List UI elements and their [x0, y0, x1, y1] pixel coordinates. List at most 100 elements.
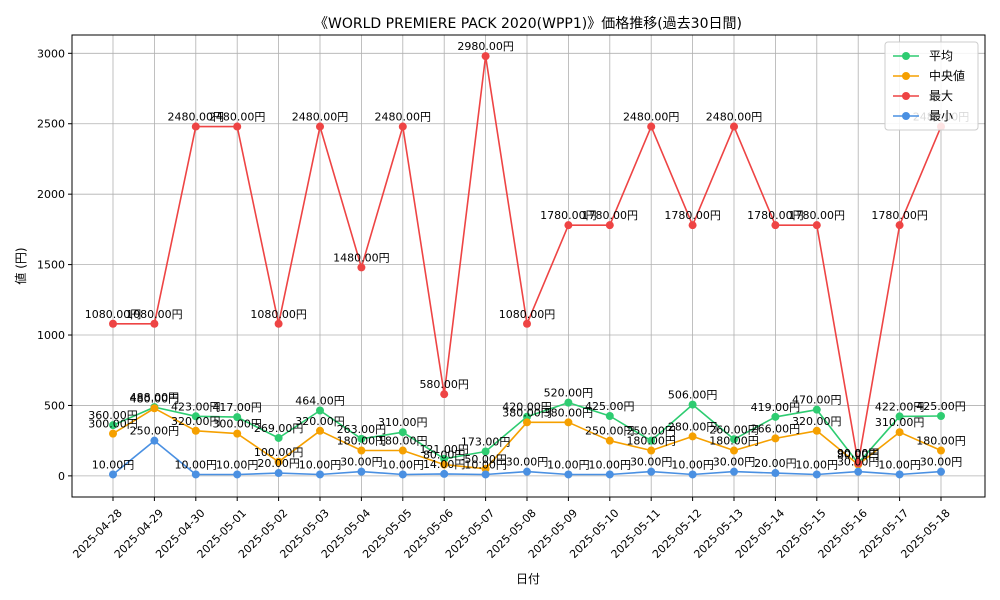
data-label: 300.00円	[212, 418, 262, 431]
data-label: 180.00円	[337, 435, 387, 448]
data-point	[771, 469, 780, 478]
data-point	[895, 412, 904, 421]
data-label: 2480.00円	[292, 111, 349, 124]
data-label: 269.00円	[254, 422, 304, 435]
data-point	[109, 429, 117, 438]
data-point	[316, 122, 324, 131]
series-1	[109, 404, 945, 473]
data-label: 10.00円	[299, 458, 342, 471]
legend-marker	[902, 52, 910, 60]
data-point	[440, 460, 449, 469]
data-point	[605, 221, 614, 230]
data-label: 2480.00円	[623, 111, 680, 124]
data-point	[730, 435, 738, 444]
data-label: 320.00円	[295, 415, 345, 428]
data-label: 250.00円	[585, 425, 635, 438]
legend-item: 平均	[893, 49, 953, 63]
data-point	[109, 421, 117, 430]
data-point	[398, 446, 407, 455]
x-axis-title: 日付	[516, 572, 540, 586]
data-label: 1780.00円	[540, 209, 597, 222]
data-label: 10.00円	[671, 458, 714, 471]
legend-marker	[902, 92, 910, 100]
data-label: 423.00円	[171, 400, 221, 413]
data-point	[316, 426, 324, 435]
data-point	[688, 432, 697, 441]
data-label: 10.00円	[589, 458, 632, 471]
legend-marker	[902, 112, 910, 120]
data-point	[233, 122, 242, 131]
data-label: 90.00円	[837, 447, 880, 460]
legend-box	[884, 41, 979, 131]
data-point	[357, 446, 366, 455]
data-point	[440, 469, 449, 478]
plot-frame	[71, 34, 986, 498]
data-label: 419.00円	[751, 401, 801, 414]
data-point	[150, 319, 159, 328]
series-2	[109, 52, 945, 468]
data-label: 280.00円	[668, 420, 718, 433]
data-label: 470.00円	[792, 394, 842, 407]
data-point	[564, 221, 573, 230]
data-label: 300.00円	[88, 418, 138, 431]
chart-title: 《WORLD PREMIERE PACK 2020(WPP1)》価格推移(過去3…	[314, 16, 742, 32]
y-tick-label: 1000	[37, 329, 65, 342]
data-label: 180.00円	[626, 435, 676, 448]
data-label: 50.00円	[464, 453, 507, 466]
data-point	[937, 446, 945, 455]
data-point	[937, 412, 945, 421]
data-label: 30.00円	[506, 456, 549, 469]
data-label: 173.00円	[461, 436, 511, 449]
data-label: 80.00円	[423, 449, 466, 462]
data-label: 10.00円	[92, 458, 135, 471]
data-point	[854, 467, 863, 476]
data-point	[688, 400, 697, 409]
data-point	[895, 221, 904, 230]
data-label: 580.00円	[419, 378, 469, 391]
data-point	[523, 412, 531, 421]
data-label: 420.00円	[502, 401, 552, 414]
data-label: 2480.00円	[209, 111, 266, 124]
y-axis-title: 値 (円)	[13, 247, 28, 284]
data-label: 417.00円	[212, 401, 262, 414]
data-label: 425.00円	[916, 400, 966, 413]
data-point	[523, 467, 531, 476]
data-point	[398, 470, 407, 479]
y-tick-label: 2000	[37, 188, 65, 201]
legend-label: 最小	[929, 109, 953, 123]
data-point	[812, 426, 821, 435]
data-label: 360.00円	[88, 409, 138, 422]
data-point	[854, 459, 863, 468]
data-point	[730, 467, 738, 476]
data-point	[316, 470, 324, 479]
data-point	[481, 447, 490, 456]
data-point	[357, 263, 366, 272]
data-point	[481, 470, 490, 479]
data-label: 260.00円	[709, 423, 759, 436]
data-label: 1480.00円	[333, 251, 390, 264]
data-label: 1780.00円	[747, 209, 804, 222]
data-point	[233, 429, 242, 438]
data-label: 1780.00円	[582, 209, 639, 222]
data-point	[274, 319, 283, 328]
data-label: 2480.00円	[168, 111, 225, 124]
data-point	[191, 470, 200, 479]
data-label: 488.00円	[130, 391, 180, 404]
data-point	[274, 433, 283, 442]
y-tick-label: 3000	[37, 47, 65, 60]
data-label: 1080.00円	[499, 308, 556, 321]
data-point	[647, 122, 656, 131]
legend-item: 最小	[893, 109, 953, 123]
data-label: 380.00円	[502, 406, 552, 419]
data-point	[316, 406, 324, 415]
data-point	[481, 52, 490, 61]
data-point	[481, 464, 490, 473]
data-label: 10.00円	[796, 458, 839, 471]
data-point	[357, 434, 366, 443]
data-label: 1780.00円	[789, 209, 846, 222]
data-label: 1080.00円	[126, 308, 183, 321]
data-label: 2480.00円	[375, 111, 432, 124]
data-point	[109, 319, 117, 328]
data-point	[771, 434, 780, 443]
